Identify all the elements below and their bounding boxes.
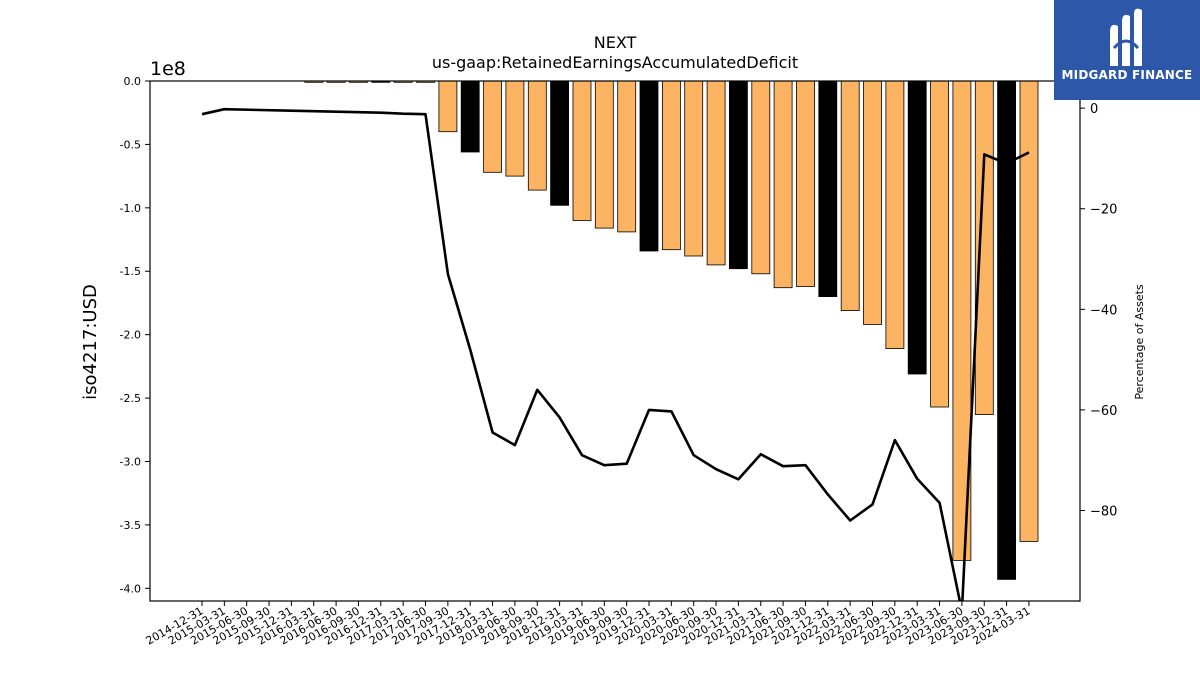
bar-2022-06-30 xyxy=(863,80,882,325)
bar-2022-12-31 xyxy=(907,80,927,375)
bar-2019-12-31 xyxy=(639,80,659,252)
bar-2021-06-30 xyxy=(773,80,793,289)
bar-2020-09-30 xyxy=(706,80,726,266)
bar-2022-03-31 xyxy=(840,80,860,312)
company-logo: MIDGARD FINANCE xyxy=(1054,0,1200,100)
y-right-tick-label: 0 xyxy=(1090,102,1098,117)
percentage-line xyxy=(201,107,1030,601)
logo-text: MIDGARD FINANCE xyxy=(1061,68,1193,82)
bar-2021-12-31 xyxy=(818,80,838,298)
line-series xyxy=(201,107,1030,601)
y-axis-left: 0.0 -0.5 -1.0 -1.5 -2.0 -2.5 -3.0 -3.5 -4.0 xyxy=(120,75,150,595)
y-offset-label: 1e8 xyxy=(150,58,186,80)
y-tick-label: -4.0 xyxy=(120,582,141,595)
bar-2024-03-31 xyxy=(1019,80,1039,542)
bar-2019-06-30 xyxy=(594,80,614,229)
chart-subtitle: us-gaap:RetainedEarningsAccumulatedDefic… xyxy=(432,53,798,72)
bar-2018-06-30 xyxy=(505,80,525,177)
y-tick-label: -0.5 xyxy=(120,138,141,151)
y-right-tick-label: −80 xyxy=(1090,504,1117,519)
bar-2019-03-31 xyxy=(572,80,592,221)
bar-2023-12-31 xyxy=(997,80,1016,580)
bar-2017-12-31 xyxy=(460,80,480,153)
chart-title: NEXT xyxy=(594,33,637,52)
bar-2018-03-31 xyxy=(483,80,503,173)
y-tick-label: -2.5 xyxy=(120,392,141,405)
y-tick-label: -1.5 xyxy=(120,265,141,278)
logo-mark-icon xyxy=(1110,8,1142,66)
y-tick-label: -3.0 xyxy=(120,455,141,468)
bar-2022-09-30 xyxy=(885,80,905,350)
bar-2021-09-30 xyxy=(796,80,815,287)
y-tick-label: -2.0 xyxy=(120,329,141,342)
bar-2018-09-30 xyxy=(527,80,547,191)
bar-2020-06-30 xyxy=(684,80,704,257)
y-right-tick-label: −20 xyxy=(1090,203,1117,218)
bar-2021-03-31 xyxy=(751,80,771,275)
bar-2020-12-31 xyxy=(729,80,748,270)
y-axis-label: iso4217:USD xyxy=(80,284,101,400)
x-axis: 2014-12-312015-03-312015-06-302015-09-30… xyxy=(144,601,1032,648)
plot-frame xyxy=(149,80,1081,602)
bar-2018-12-31 xyxy=(550,80,569,206)
y-axis-right: 0 −20 −40 −60 −80 xyxy=(1080,102,1117,519)
y-tick-label: 0.0 xyxy=(124,75,142,88)
y-tick-label: -3.5 xyxy=(120,519,141,532)
y-tick-label: -1.0 xyxy=(120,202,141,215)
bar-2019-09-30 xyxy=(617,80,637,233)
y-right-tick-label: −60 xyxy=(1090,404,1117,419)
bar-2023-03-31 xyxy=(930,80,949,408)
bar-2020-03-31 xyxy=(662,80,681,251)
bar-series xyxy=(304,80,1039,580)
y-axis-right-label: Percentage of Assets xyxy=(1133,284,1146,400)
bar-2023-09-30 xyxy=(974,80,994,416)
bar-2017-09-30 xyxy=(438,80,458,133)
y-right-tick-label: −40 xyxy=(1090,303,1117,318)
